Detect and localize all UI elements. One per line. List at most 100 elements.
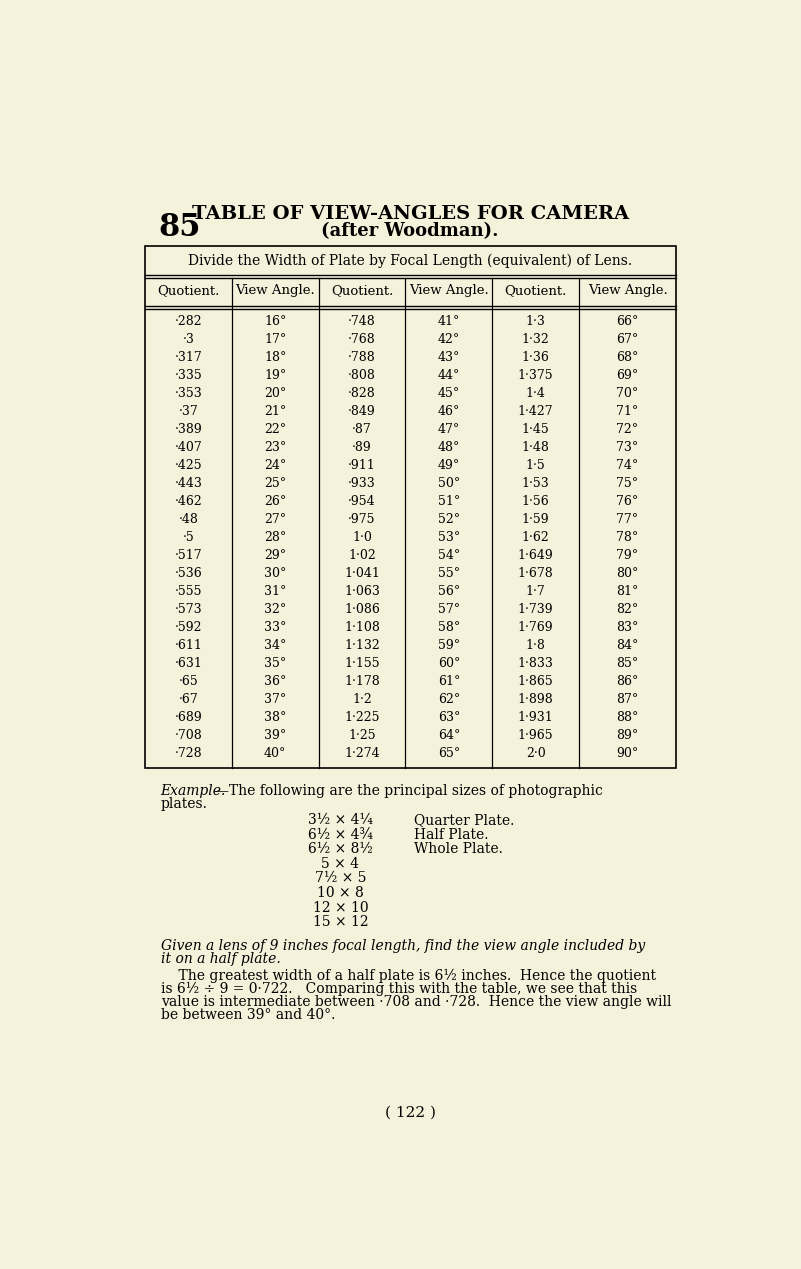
Text: ·808: ·808 [348,369,376,382]
Text: 1·45: 1·45 [521,424,549,437]
Text: 62°: 62° [438,693,460,706]
Text: 3½ × 4¼: 3½ × 4¼ [308,813,372,827]
Text: 41°: 41° [437,315,460,329]
Text: ·954: ·954 [348,495,376,508]
Text: 80°: 80° [616,567,638,580]
Text: 7½ × 5: 7½ × 5 [315,872,366,886]
Text: 22°: 22° [264,424,286,437]
Text: 69°: 69° [617,369,638,382]
Text: 48°: 48° [437,442,460,454]
Text: 21°: 21° [264,405,287,419]
Text: Given a lens of 9 inches focal length, find the view angle included by: Given a lens of 9 inches focal length, f… [160,939,645,953]
Text: ·67: ·67 [179,693,199,706]
Text: ·89: ·89 [352,442,372,454]
Text: 77°: 77° [617,513,638,527]
Text: 33°: 33° [264,621,287,634]
Text: Quotient.: Quotient. [505,284,567,297]
Text: 40°: 40° [264,747,287,760]
Text: 29°: 29° [264,549,286,562]
Text: 1·898: 1·898 [517,693,553,706]
Text: 46°: 46° [437,405,460,419]
Text: 1·108: 1·108 [344,621,380,634]
Text: ·536: ·536 [175,567,203,580]
Text: 61°: 61° [437,675,460,688]
Text: Divide the Width of Plate by Focal Length (equivalent) of Lens.: Divide the Width of Plate by Focal Lengt… [188,254,633,268]
Text: ·3: ·3 [183,334,195,346]
Text: 31°: 31° [264,585,287,598]
Text: 78°: 78° [617,532,638,544]
Text: 76°: 76° [617,495,638,508]
Text: 27°: 27° [264,513,286,527]
Text: 1·59: 1·59 [522,513,549,527]
Text: Quotient.: Quotient. [331,284,393,297]
Text: 1·375: 1·375 [518,369,553,382]
Text: 73°: 73° [617,442,638,454]
Text: 6½ × 8½: 6½ × 8½ [308,843,372,857]
Text: 83°: 83° [616,621,638,634]
Text: ·728: ·728 [175,747,203,760]
Text: 72°: 72° [617,424,638,437]
Text: 1·0: 1·0 [352,532,372,544]
Text: ·975: ·975 [348,513,376,527]
Text: Quarter Plate.: Quarter Plate. [414,813,514,827]
Text: ·748: ·748 [348,315,376,329]
Text: 68°: 68° [616,352,638,364]
Text: 10 × 8: 10 × 8 [317,886,364,900]
Text: 18°: 18° [264,352,287,364]
Text: 1·32: 1·32 [521,334,549,346]
Text: 38°: 38° [264,711,287,725]
Text: 59°: 59° [438,640,460,652]
Text: 81°: 81° [616,585,638,598]
Text: 44°: 44° [437,369,460,382]
Text: Half Plate.: Half Plate. [414,827,489,841]
Text: 82°: 82° [617,603,638,615]
Text: 54°: 54° [438,549,460,562]
Text: 1·041: 1·041 [344,567,380,580]
Text: ·48: ·48 [179,513,199,527]
Text: 88°: 88° [616,711,638,725]
Text: 25°: 25° [264,477,286,490]
Text: ·592: ·592 [175,621,202,634]
Text: 1·931: 1·931 [517,711,553,725]
Text: 24°: 24° [264,459,287,472]
Text: ·828: ·828 [348,387,376,400]
Text: View Angle.: View Angle. [409,284,489,297]
Text: 17°: 17° [264,334,287,346]
Text: 63°: 63° [437,711,460,725]
Text: ·317: ·317 [175,352,203,364]
Text: TABLE OF VIEW-ANGLES FOR CAMERA: TABLE OF VIEW-ANGLES FOR CAMERA [191,204,629,222]
Text: 6½ × 4¾: 6½ × 4¾ [308,827,372,841]
Bar [145,246,676,768]
Text: ·389: ·389 [175,424,203,437]
Text: 19°: 19° [264,369,287,382]
Text: Example.: Example. [160,784,226,798]
Text: 43°: 43° [437,352,460,364]
Text: 1·48: 1·48 [521,442,549,454]
Text: Whole Plate.: Whole Plate. [414,843,503,857]
Text: 1·649: 1·649 [517,549,553,562]
Text: 84°: 84° [616,640,638,652]
Text: 1·25: 1·25 [348,728,376,742]
Text: 5 × 4: 5 × 4 [321,857,360,871]
Text: 1·3: 1·3 [525,315,545,329]
Text: 42°: 42° [438,334,460,346]
Text: ·788: ·788 [348,352,376,364]
Text: 26°: 26° [264,495,287,508]
Text: 67°: 67° [617,334,638,346]
Text: 85: 85 [159,212,200,244]
Text: ·611: ·611 [175,640,203,652]
Text: 35°: 35° [264,657,287,670]
Text: 39°: 39° [264,728,287,742]
Text: 85°: 85° [617,657,638,670]
Text: 1·132: 1·132 [344,640,380,652]
Text: 1·678: 1·678 [517,567,553,580]
Text: 60°: 60° [437,657,460,670]
Text: 1·7: 1·7 [525,585,545,598]
Text: 50°: 50° [438,477,460,490]
Text: ·443: ·443 [175,477,203,490]
Text: 86°: 86° [616,675,638,688]
Text: 57°: 57° [438,603,460,615]
Text: View Angle.: View Angle. [235,284,315,297]
Text: —The following are the principal sizes of photographic: —The following are the principal sizes o… [215,784,602,798]
Text: 1·225: 1·225 [344,711,380,725]
